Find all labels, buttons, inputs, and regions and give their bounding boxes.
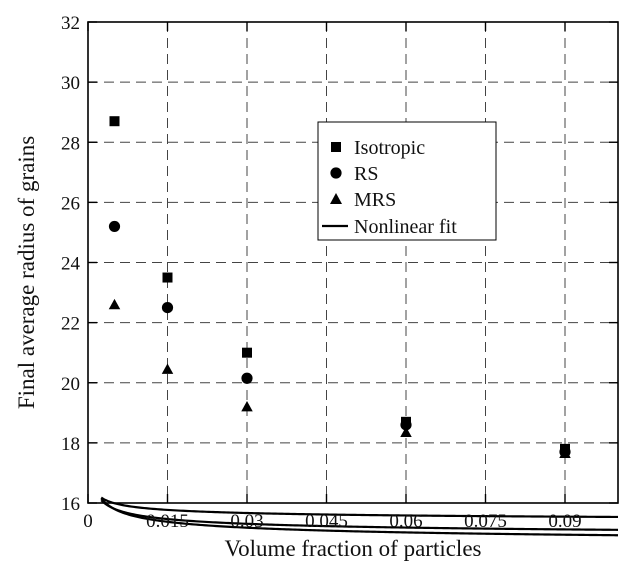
tick-labels: 0 0.015 0.03 0.045 0.06 0.075 0.09 16 18 20 22 24 26…: [61, 13, 582, 532]
legend-label-mrs: MRS: [354, 189, 396, 211]
fit-curves: [100, 496, 619, 537]
point-mrs: [400, 426, 412, 437]
legend-item-isotropic: Isotropic: [331, 137, 425, 159]
data-points: [108, 116, 571, 458]
legend-box: [317, 121, 497, 241]
x-tick-label: 0.09: [548, 511, 581, 532]
fit-curve-isotropic: [100, 497, 619, 537]
axis-ticks: [87, 21, 618, 504]
point-rs: [241, 372, 253, 384]
x-axis-title: Volume fraction of particles: [225, 536, 482, 561]
x-tick-label: 0.015: [146, 511, 189, 532]
point-rs: [161, 301, 174, 314]
grid: [88, 22, 618, 503]
y-axis-title: Final average radius of grains: [14, 136, 39, 409]
x-tick-label: 0: [83, 511, 93, 532]
point-mrs: [108, 298, 121, 310]
legend-label-nonlinear-fit: Nonlinear fit: [354, 216, 457, 238]
fit-curve-mrs: [100, 496, 619, 519]
x-tick-label: 0.06: [389, 511, 422, 532]
legend: Isotropic RS MRS Nonlinear fit: [317, 121, 497, 241]
y-tick-label: 16: [61, 494, 80, 515]
legend-item-mrs: MRS: [330, 189, 396, 211]
legend-label-isotropic: Isotropic: [354, 137, 425, 159]
point-mrs: [241, 401, 253, 412]
point-rs: [108, 220, 121, 233]
y-tick-label: 22: [61, 314, 80, 335]
legend-label-rs: RS: [354, 163, 378, 185]
y-tick-label: 28: [61, 133, 80, 154]
x-tick-label: 0.03: [230, 511, 263, 532]
fit-curve-rs: [100, 499, 619, 531]
legend-triangle-marker: [330, 193, 342, 204]
point-mrs: [559, 447, 571, 458]
y-tick-label: 26: [61, 193, 80, 214]
x-tick-label: 0.075: [464, 511, 507, 532]
legend-circle-marker: [330, 167, 342, 179]
point-mrs: [161, 363, 174, 374]
point-isotropic: [109, 116, 120, 127]
y-tick-label: 18: [61, 434, 80, 455]
y-tick-label: 32: [61, 13, 80, 34]
legend-item-nonlinear-fit: Nonlinear fit: [322, 216, 457, 238]
legend-item-rs: RS: [330, 163, 378, 185]
point-rs: [400, 419, 412, 431]
point-isotropic: [242, 347, 252, 358]
x-tick-label: 0.045: [305, 511, 348, 532]
y-tick-label: 30: [61, 73, 80, 94]
y-tick-label: 24: [61, 254, 81, 275]
point-isotropic: [162, 272, 173, 283]
legend-square-marker: [331, 142, 341, 152]
y-tick-label: 20: [61, 374, 80, 395]
